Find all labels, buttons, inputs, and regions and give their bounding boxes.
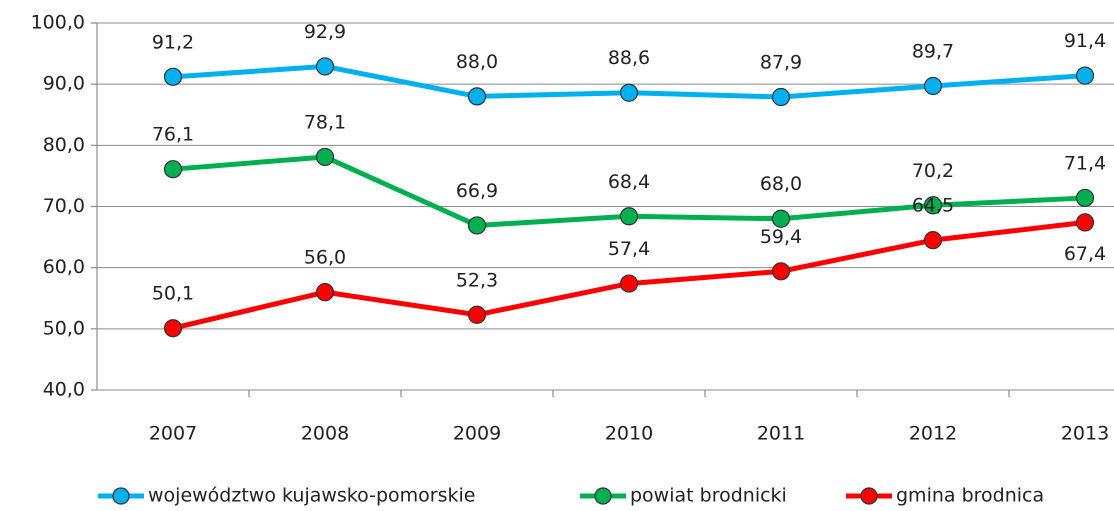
data-point (923, 76, 943, 96)
x-tick-label: 2009 (453, 423, 501, 445)
legend-item: województwo kujawsko-pomorskie (98, 485, 475, 507)
data-point (315, 283, 335, 302)
data-label: 67,4 (1064, 243, 1106, 265)
data-label: 92,9 (304, 21, 346, 43)
x-tick-label: 2007 (149, 423, 197, 445)
y-tick-label: 40,0 (43, 379, 85, 401)
data-label: 89,7 (912, 41, 954, 63)
data-point (771, 262, 791, 281)
y-tick-label: 90,0 (43, 73, 85, 95)
data-point (315, 57, 335, 76)
x-tick-label: 2011 (757, 423, 805, 445)
y-tick-label: 100,0 (31, 12, 85, 34)
data-point (467, 87, 487, 106)
data-point (1075, 188, 1095, 208)
data-point (619, 274, 639, 293)
data-label: 70,2 (912, 160, 954, 182)
legend-label: gmina brodnica (896, 485, 1044, 507)
legend-label: województwo kujawsko-pomorskie (148, 485, 475, 507)
data-point (467, 305, 487, 324)
y-tick-label: 50,0 (43, 317, 85, 339)
data-point (163, 319, 183, 338)
legend-marker (112, 487, 130, 505)
data-point (1075, 66, 1095, 85)
data-label: 68,0 (760, 173, 802, 195)
y-tick-label: 70,0 (43, 195, 85, 217)
y-tick-label: 60,0 (43, 256, 85, 278)
legend-marker (860, 487, 878, 505)
data-label: 50,1 (152, 283, 194, 305)
data-point (467, 216, 487, 235)
data-point (315, 147, 335, 167)
data-point (771, 87, 791, 107)
legend-item: powiat brodnicki (580, 485, 787, 507)
x-tick-label: 2013 (1061, 423, 1109, 445)
data-label: 59,4 (760, 226, 802, 248)
data-point (1075, 213, 1095, 232)
data-label: 52,3 (456, 269, 498, 291)
y-tick-label: 80,0 (43, 134, 85, 156)
data-point (619, 83, 639, 102)
data-point (163, 160, 183, 179)
data-point (619, 207, 639, 226)
data-label: 78,1 (304, 111, 346, 133)
data-label: 88,6 (608, 47, 650, 69)
data-point (771, 209, 791, 228)
data-label: 87,9 (760, 52, 802, 74)
data-point (923, 196, 943, 215)
data-label: 91,4 (1064, 30, 1106, 52)
data-label: 76,1 (152, 124, 194, 146)
x-tick-label: 2008 (301, 423, 349, 445)
data-label: 57,4 (608, 238, 650, 260)
x-tick-label: 2010 (605, 423, 653, 445)
legend-item: gmina brodnica (846, 485, 1044, 507)
data-label: 91,2 (152, 31, 194, 53)
data-label: 68,4 (608, 171, 650, 193)
data-label: 88,0 (456, 51, 498, 73)
data-label: 66,9 (456, 180, 498, 202)
legend-label: powiat brodnicki (630, 485, 787, 507)
data-point (923, 231, 943, 250)
data-label: 71,4 (1064, 152, 1106, 174)
data-label: 64,5 (912, 195, 954, 217)
data-label: 56,0 (304, 247, 346, 269)
legend-marker (594, 487, 612, 505)
x-tick-label: 2012 (909, 423, 957, 445)
data-point (163, 67, 183, 86)
